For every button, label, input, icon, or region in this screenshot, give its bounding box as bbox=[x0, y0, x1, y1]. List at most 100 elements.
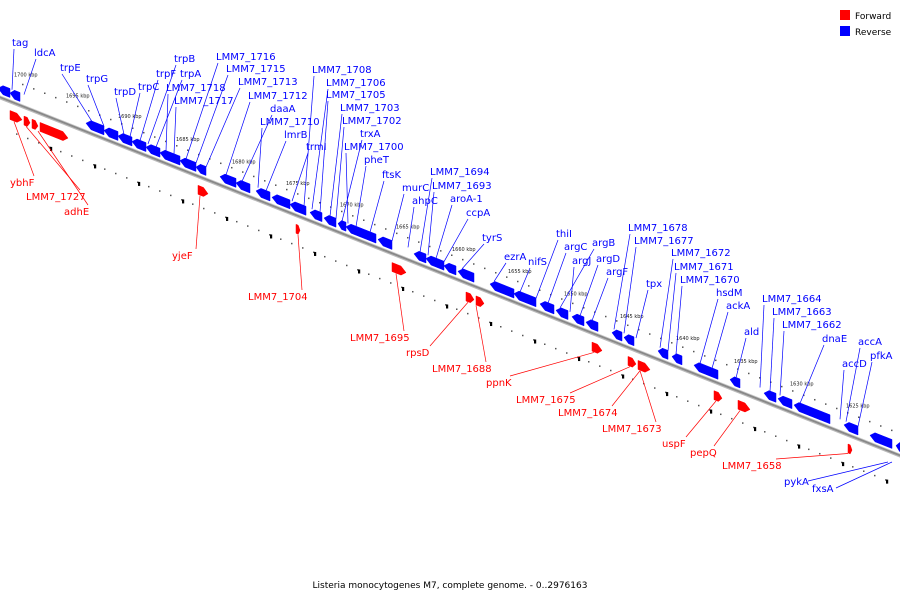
gene-label-lmm7-1694: LMM7_1694 bbox=[430, 167, 490, 178]
gene-label-pepq: pepQ bbox=[690, 448, 717, 459]
backbone bbox=[0, 95, 900, 458]
gene-label-ald: ald bbox=[744, 327, 759, 338]
gene-label-lmm7-1703: LMM7_1703 bbox=[340, 103, 400, 114]
gene-arrow bbox=[869, 432, 893, 449]
gene-arrow bbox=[627, 356, 637, 368]
gene-label-lmm7-1727: LMM7_1727 bbox=[26, 192, 86, 203]
gene-label-ldca: ldcA bbox=[34, 48, 56, 59]
gene-label-yjef: yjeF bbox=[172, 251, 193, 262]
gene-label-lmm7-1671: LMM7_1671 bbox=[674, 262, 734, 273]
gene-arrow bbox=[475, 295, 485, 307]
tick-label: 1635 kbp bbox=[734, 359, 758, 365]
gene-label-pyka: pykA bbox=[784, 477, 809, 488]
gene-arrow bbox=[465, 291, 475, 303]
gene-arrow bbox=[235, 180, 251, 194]
gene-arrow bbox=[729, 376, 741, 389]
tick-label: 1655 kbp bbox=[508, 269, 532, 275]
gene-label-ppnk: ppnK bbox=[486, 378, 512, 389]
gene-arrow bbox=[0, 85, 11, 98]
tick-label: 1685 kbp bbox=[176, 137, 200, 143]
gene-label-murc: murC bbox=[402, 183, 429, 194]
gene-label-lmm7-1663: LMM7_1663 bbox=[772, 307, 832, 318]
gene-label-lmm7-1704: LMM7_1704 bbox=[248, 292, 308, 303]
gene-label-lmm7-1693: LMM7_1693 bbox=[432, 181, 492, 192]
gene-label-argb: argB bbox=[592, 238, 615, 249]
gene-arrow bbox=[31, 118, 39, 130]
gene-arrow bbox=[637, 360, 651, 373]
gene-features bbox=[0, 85, 900, 455]
legend-forward-label: Forward bbox=[855, 12, 891, 22]
gene-label-hsdm: hsdM bbox=[716, 288, 743, 299]
gene-arrow bbox=[513, 290, 537, 308]
gene-label-trpd: trpD bbox=[114, 87, 136, 98]
gene-arrow bbox=[345, 223, 377, 244]
gene-label-ybhf: ybhF bbox=[10, 178, 35, 189]
tick-label: 1625 kbp bbox=[846, 404, 870, 410]
gene-label-tag: tag bbox=[12, 38, 28, 49]
gene-arrow bbox=[895, 442, 900, 452]
gene-label-trxa: trxA bbox=[360, 129, 381, 140]
gene-label-trpf: trpF bbox=[156, 69, 176, 80]
tick-label: 1690 kbp bbox=[118, 114, 142, 120]
gene-label-lmm7-1677: LMM7_1677 bbox=[634, 236, 694, 247]
gene-label-argf: argF bbox=[606, 267, 628, 278]
tick-label: 1660 kbp bbox=[452, 247, 476, 253]
gene-arrow bbox=[623, 334, 635, 347]
gene-label-lmm7-1705: LMM7_1705 bbox=[326, 90, 386, 101]
legend-reverse-label: Reverse bbox=[855, 28, 892, 38]
gene-label-phet: pheT bbox=[364, 155, 390, 166]
gene-label-aroa-1: aroA-1 bbox=[450, 194, 483, 205]
legend-reverse-swatch bbox=[840, 26, 850, 36]
gene-arrow bbox=[337, 220, 347, 232]
gene-label-adhe: adhE bbox=[64, 207, 89, 218]
gene-arrow bbox=[555, 307, 569, 320]
gene-label-accd: accD bbox=[842, 359, 867, 370]
gene-label-nifs: nifS bbox=[528, 257, 547, 268]
gene-label-lmm7-1673: LMM7_1673 bbox=[602, 424, 662, 435]
gene-label-ahpc: ahpC bbox=[412, 196, 438, 207]
gene-label-lmm7-1658: LMM7_1658 bbox=[722, 461, 782, 472]
gene-arrow bbox=[671, 353, 683, 366]
gene-label-lmm7-1672: LMM7_1672 bbox=[671, 248, 731, 259]
gene-arrow bbox=[457, 268, 475, 283]
scale-ticks: 1700 kbp 1695 kbp 1690 kbp 1685 kbp 1680 kbp… bbox=[14, 73, 870, 410]
gene-label-uspf: uspF bbox=[662, 439, 686, 450]
gene-arrow bbox=[539, 301, 555, 315]
gene-arrow bbox=[9, 90, 21, 102]
tick-label: 1700 kbp bbox=[14, 73, 38, 79]
gene-arrow bbox=[289, 201, 307, 216]
gene-arrow bbox=[309, 209, 323, 223]
gene-label-argj: argJ bbox=[572, 256, 591, 267]
gene-label-lmm7-1702: LMM7_1702 bbox=[342, 116, 402, 127]
gene-arrow bbox=[195, 164, 207, 176]
gene-arrow bbox=[793, 402, 831, 425]
gene-arrow bbox=[763, 390, 777, 403]
tick-label: 1665 kbp bbox=[396, 225, 420, 231]
gene-arrow bbox=[847, 443, 853, 455]
gene-label-pfka: pfkA bbox=[870, 351, 893, 362]
gene-label-trpc: trpC bbox=[138, 82, 159, 93]
gene-label-trpa: trpA bbox=[180, 69, 201, 80]
gene-label-rpsd: rpsD bbox=[406, 348, 430, 359]
gene-label-thii: thiI bbox=[556, 229, 572, 240]
gene-arrow bbox=[591, 341, 603, 354]
gene-label-tyrs: tyrS bbox=[482, 233, 502, 244]
gene-label-lmm7-1717: LMM7_1717 bbox=[174, 96, 234, 107]
gene-label-acka: ackA bbox=[726, 301, 750, 312]
map-caption: Listeria monocytogenes M7, complete geno… bbox=[313, 581, 588, 591]
gene-label-trpb: trpB bbox=[174, 54, 195, 65]
gene-arrow bbox=[323, 215, 337, 228]
gene-arrow bbox=[713, 390, 723, 402]
gene-label-lmm7-1664: LMM7_1664 bbox=[762, 294, 822, 305]
gene-label-lmm7-1718: LMM7_1718 bbox=[166, 83, 226, 94]
gene-label-lmm7-1688: LMM7_1688 bbox=[432, 364, 492, 375]
gene-arrow bbox=[585, 319, 599, 332]
gene-label-ftsk: ftsK bbox=[382, 170, 401, 181]
gene-arrow bbox=[391, 262, 407, 276]
gene-arrow bbox=[255, 188, 271, 202]
gene-arrow bbox=[9, 110, 23, 123]
gene-label-lmm7-1716: LMM7_1716 bbox=[216, 52, 276, 63]
gene-label-ccpa: ccpA bbox=[466, 208, 490, 219]
gene-label-lmm7-1662: LMM7_1662 bbox=[782, 320, 842, 331]
